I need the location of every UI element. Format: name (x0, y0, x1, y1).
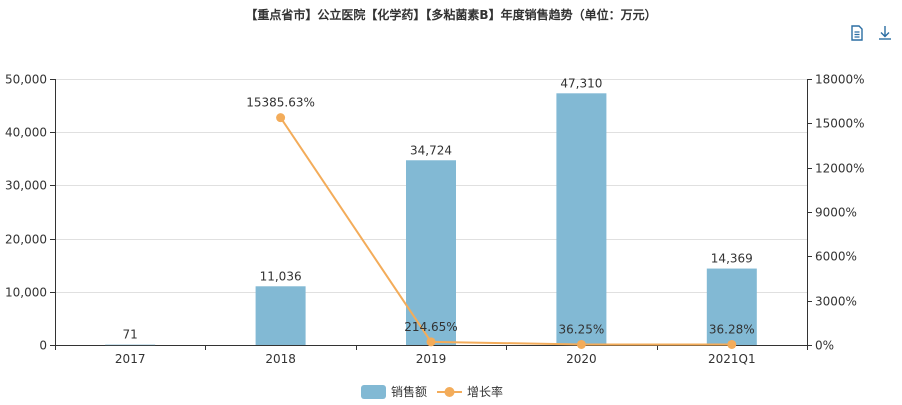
bar-2019[interactable] (406, 160, 456, 345)
line-data-label: 15385.63% (246, 96, 315, 110)
line-data-label: 214.65% (404, 320, 457, 334)
legend-bar-label[interactable]: 销售额 (391, 384, 427, 399)
bar-data-label: 11,036 (260, 269, 302, 283)
y-right-tick-label: 15000% (815, 117, 865, 131)
x-tick-label: 2021Q1 (708, 352, 756, 366)
y-right-tick-label: 18000% (815, 73, 865, 87)
growth-rate-point-2018[interactable] (276, 113, 286, 123)
legend-line-marker[interactable] (444, 387, 455, 397)
growth-rate-point-2019[interactable] (426, 337, 436, 347)
x-tick-label: 2017 (115, 352, 146, 366)
bar-data-label: 34,724 (410, 143, 452, 157)
bar-2021Q1[interactable] (706, 268, 757, 345)
y-right-tick-label: 3000% (815, 295, 857, 309)
growth-rate-line (279, 117, 732, 346)
download-icon[interactable] (876, 24, 894, 42)
legend-line-label[interactable]: 增长率 (467, 384, 503, 399)
data-view-icon[interactable] (848, 24, 866, 42)
bar-data-label: 14,369 (711, 252, 753, 266)
x-tick-label: 2019 (416, 352, 447, 366)
legend-bar-swatch[interactable] (361, 385, 386, 399)
x-tick-label: 2020 (566, 352, 597, 366)
y-right-tick-label: 12000% (815, 162, 865, 176)
chart-toolbox (848, 24, 894, 42)
bar-data-label: 47,310 (560, 76, 602, 90)
chart-title: 【重点省市】公立医院【化学药】【多粘菌素B】年度销售趋势（单位：万元） (245, 8, 657, 22)
bar-2017[interactable] (105, 344, 156, 346)
x-tick-label: 2018 (265, 352, 296, 366)
y-left-tick-label: 50,000 (5, 73, 47, 87)
y-left-tick-label: 0 (39, 339, 47, 353)
y-right-tick-label: 0% (815, 339, 834, 353)
growth-rate-point-2021Q1[interactable] (727, 339, 737, 349)
line-data-label: 36.25% (559, 322, 605, 336)
y-right-tick-label: 9000% (815, 206, 857, 220)
growth-rate-point-2020[interactable] (576, 339, 586, 349)
y-left-tick-label: 20,000 (5, 233, 47, 247)
bar-2018[interactable] (255, 286, 306, 345)
y-left-tick-label: 10,000 (5, 286, 47, 300)
bar-data-label: 71 (123, 328, 138, 342)
bar-2020[interactable] (556, 93, 607, 346)
y-left-tick-label: 30,000 (5, 179, 47, 193)
line-data-label: 36.28% (709, 322, 755, 336)
y-left-tick-label: 40,000 (5, 126, 47, 140)
y-right-tick-label: 6000% (815, 250, 857, 264)
